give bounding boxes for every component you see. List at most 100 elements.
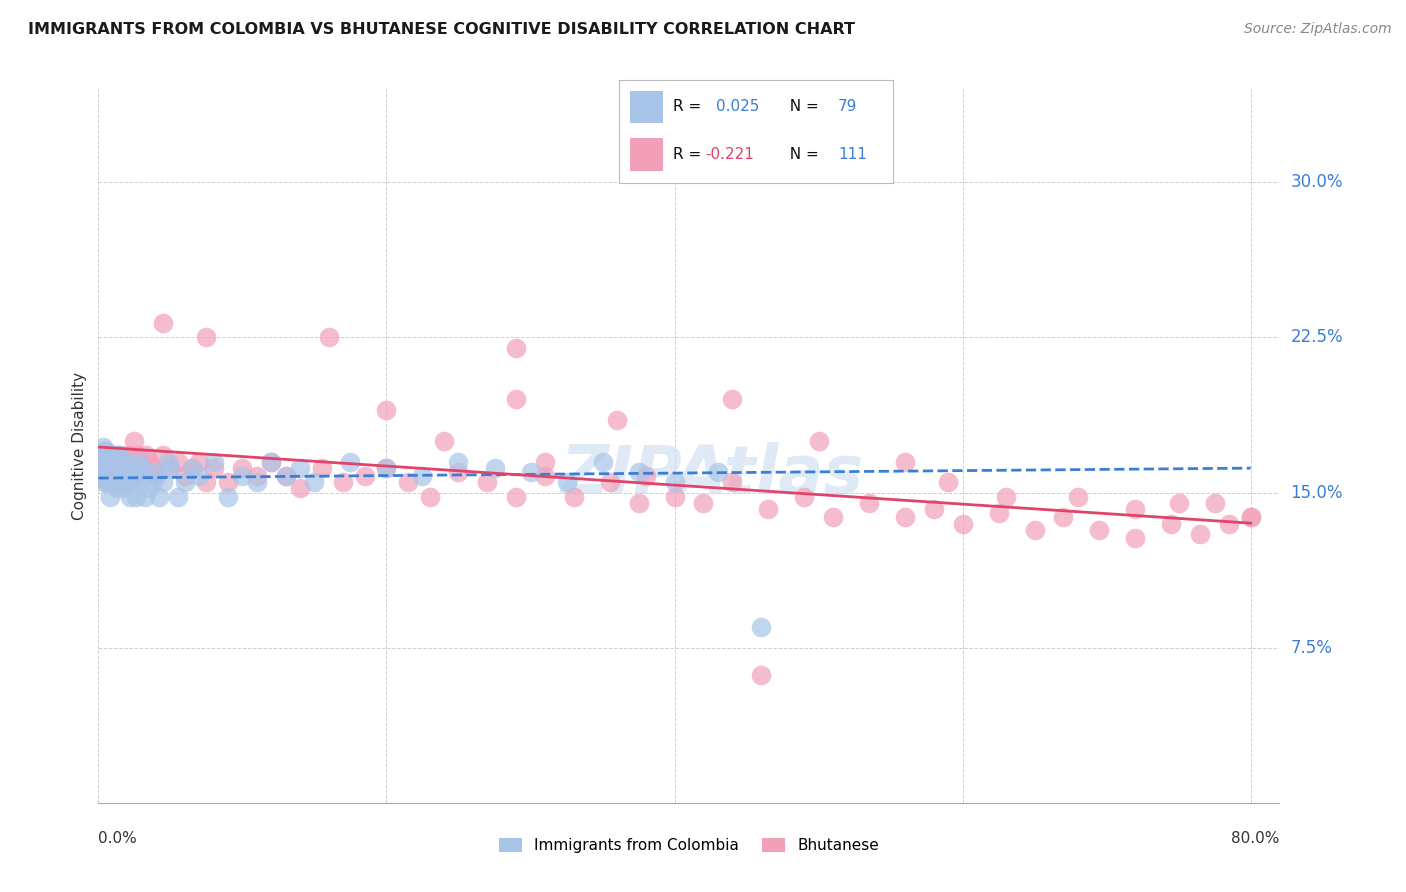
Point	[93, 454, 115, 468]
Point	[664, 490, 686, 504]
Point	[217, 490, 239, 504]
Point	[100, 460, 122, 475]
Point	[749, 667, 772, 681]
Point	[592, 454, 614, 468]
Point	[447, 454, 470, 468]
Point	[101, 469, 124, 483]
Point	[104, 454, 127, 468]
Point	[599, 475, 621, 490]
Point	[1052, 510, 1074, 524]
Point	[477, 475, 499, 490]
Point	[894, 510, 917, 524]
Text: 15.0%: 15.0%	[1291, 483, 1343, 501]
Point	[246, 475, 269, 490]
Point	[118, 448, 141, 462]
Point	[114, 469, 136, 483]
Point	[519, 465, 541, 479]
Point	[627, 465, 650, 479]
Point	[110, 454, 132, 468]
Bar	[630, 137, 662, 170]
Point	[142, 475, 165, 490]
Point	[138, 482, 160, 496]
Point	[135, 469, 157, 483]
Point	[138, 454, 160, 468]
Point	[375, 402, 398, 417]
Text: ZIPAtlas: ZIPAtlas	[561, 442, 865, 508]
Point	[103, 475, 125, 490]
Point	[231, 460, 253, 475]
Point	[105, 465, 128, 479]
Text: 22.5%: 22.5%	[1291, 328, 1343, 346]
Point	[108, 475, 131, 490]
Point	[288, 460, 311, 475]
Point	[922, 502, 945, 516]
Point	[260, 454, 283, 468]
Point	[108, 460, 131, 475]
Point	[97, 469, 120, 483]
Point	[505, 341, 527, 355]
Point	[749, 620, 772, 634]
Point	[332, 475, 354, 490]
Point	[105, 448, 128, 462]
Point	[1125, 502, 1147, 516]
Point	[152, 475, 174, 490]
Point	[120, 460, 142, 475]
Text: 79: 79	[838, 99, 858, 114]
Point	[1125, 531, 1147, 545]
Point	[318, 330, 340, 344]
Point	[181, 460, 204, 475]
Point	[111, 460, 134, 475]
Point	[127, 475, 149, 490]
Text: 111: 111	[838, 146, 868, 161]
Point	[128, 454, 150, 468]
Point	[120, 475, 142, 490]
Point	[104, 469, 127, 483]
Point	[721, 475, 744, 490]
Point	[952, 516, 974, 531]
Point	[110, 469, 132, 483]
Point	[94, 454, 117, 468]
Point	[120, 490, 142, 504]
Point	[181, 460, 204, 475]
Point	[188, 469, 211, 483]
Text: 0.025: 0.025	[716, 99, 759, 114]
Point	[188, 454, 211, 468]
Point	[1240, 510, 1263, 524]
Point	[534, 454, 557, 468]
Text: IMMIGRANTS FROM COLOMBIA VS BHUTANESE COGNITIVE DISABILITY CORRELATION CHART: IMMIGRANTS FROM COLOMBIA VS BHUTANESE CO…	[28, 22, 855, 37]
Point	[103, 460, 125, 475]
Point	[433, 434, 456, 448]
Point	[90, 460, 112, 475]
Point	[124, 465, 146, 479]
Point	[93, 444, 115, 458]
Point	[118, 465, 141, 479]
Point	[858, 496, 880, 510]
Point	[166, 490, 188, 504]
Point	[104, 454, 127, 468]
Point	[260, 454, 283, 468]
Point	[311, 460, 333, 475]
Point	[159, 460, 181, 475]
Text: -0.221: -0.221	[704, 146, 754, 161]
Point	[173, 475, 195, 490]
Point	[534, 469, 557, 483]
Point	[396, 475, 419, 490]
Point	[1204, 496, 1226, 510]
Point	[756, 502, 779, 516]
Point	[91, 469, 114, 483]
Point	[148, 490, 170, 504]
Point	[195, 475, 218, 490]
Point	[101, 469, 124, 483]
Point	[894, 454, 917, 468]
Point	[505, 392, 527, 407]
Point	[135, 448, 157, 462]
Point	[96, 460, 118, 475]
Point	[131, 460, 153, 475]
Point	[108, 448, 131, 462]
Point	[807, 434, 830, 448]
Point	[562, 490, 585, 504]
Point	[173, 469, 195, 483]
Point	[936, 475, 959, 490]
Point	[96, 448, 118, 462]
Point	[159, 460, 181, 475]
